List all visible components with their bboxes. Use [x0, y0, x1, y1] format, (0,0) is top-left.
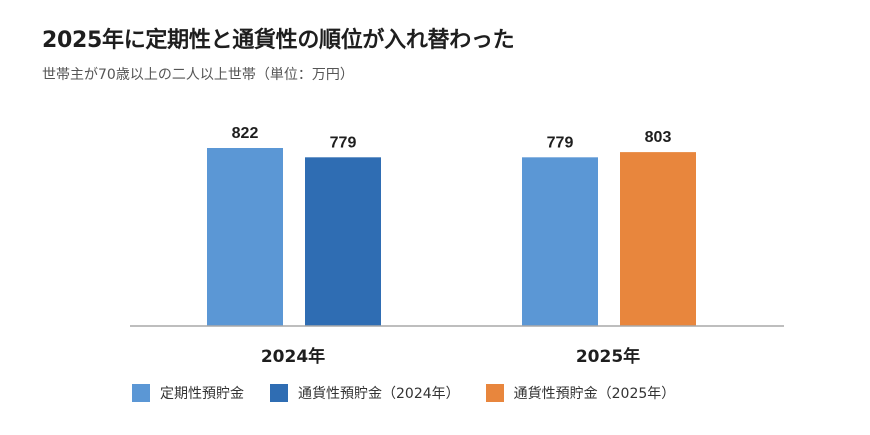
data-label-1-0: 779 — [547, 134, 574, 151]
x-tick-label: 2025年 — [576, 346, 640, 367]
legend-item-2: 通貨性預貯金（2025年） — [485, 383, 676, 403]
data-label-0-0: 822 — [232, 125, 259, 142]
legend: 定期性預貯金 通貨性預貯金（2024年） 通貨性預貯金（2025年） — [132, 383, 701, 403]
x-tick-label: 2024年 — [261, 346, 325, 367]
bar-0-1 — [305, 157, 381, 326]
legend-item-1: 通貨性預貯金（2024年） — [270, 383, 460, 403]
data-label-1-2: 803 — [645, 129, 672, 146]
chart-title: 2025年に定期性と通貨性の順位が入れ替わった — [42, 28, 515, 53]
bar-1-2 — [620, 152, 696, 326]
legend-swatch — [132, 384, 150, 402]
legend-label: 通貨性預貯金（2024年） — [298, 386, 460, 402]
legend-swatch — [485, 384, 504, 402]
legend-label: 通貨性預貯金（2025年） — [513, 386, 676, 402]
data-label-0-1: 779 — [330, 134, 357, 151]
bar-1-0 — [522, 157, 598, 326]
bar-0-0 — [207, 148, 283, 326]
legend-label: 定期性預貯金 — [160, 386, 244, 402]
legend-item-0: 定期性預貯金 — [132, 383, 244, 403]
legend-swatch — [270, 384, 288, 402]
chart-subtitle: 世帯主が70歳以上の二人以上世帯（単位：万円） — [42, 67, 354, 83]
